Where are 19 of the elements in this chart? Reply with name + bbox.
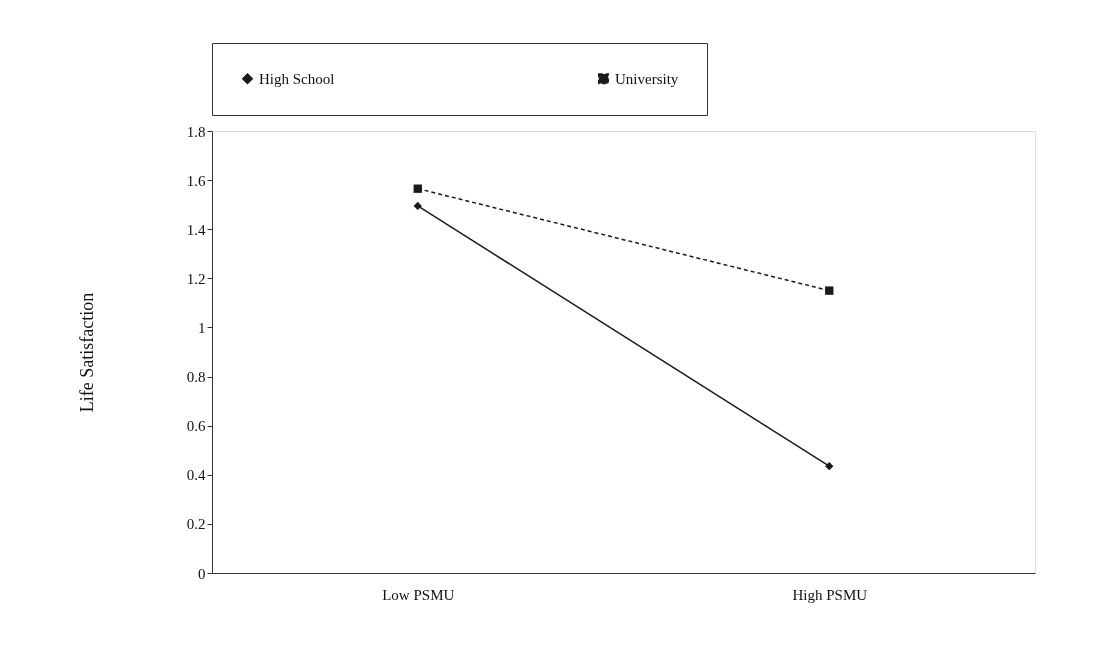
y-tick-label: 0.4 <box>186 467 206 484</box>
point <box>825 286 834 295</box>
x-tick-label: Low PSMU <box>382 586 455 603</box>
y-axis-title: Life Satisfaction <box>76 292 97 413</box>
y-tick-label: 1.6 <box>186 172 206 189</box>
legend-label: University <box>615 70 679 87</box>
y-tick-label: 1.8 <box>186 123 206 140</box>
y-tick-label: 0.8 <box>186 369 206 386</box>
y-tick-label: 0.2 <box>186 516 206 533</box>
y-tick-label: 1.2 <box>186 270 206 287</box>
point <box>413 201 422 211</box>
legend-label: High School <box>259 70 335 87</box>
y-tick-label: 0 <box>198 565 206 582</box>
point <box>413 184 422 193</box>
y-tick-label: 1 <box>198 319 206 336</box>
point <box>825 462 834 471</box>
y-tick-label: 1.4 <box>186 221 206 238</box>
x-tick-label: High PSMU <box>792 586 868 603</box>
y-tick-label: 0.6 <box>186 418 206 435</box>
